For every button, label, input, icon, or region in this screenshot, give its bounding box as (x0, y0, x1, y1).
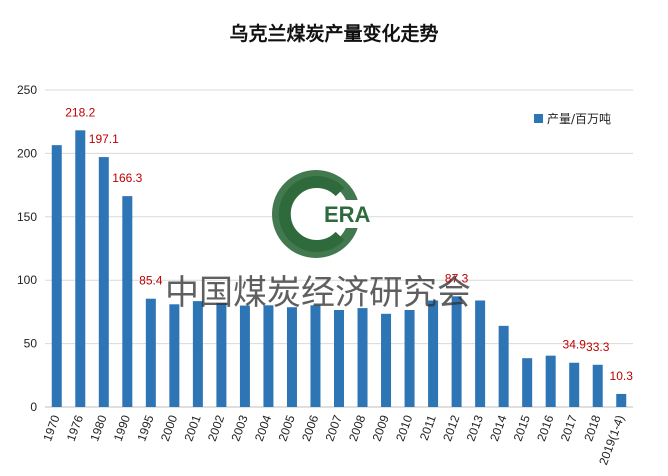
x-tick-label: 1990 (111, 413, 133, 443)
bar (334, 309, 344, 407)
x-tick-label: 2006 (299, 413, 321, 443)
x-tick-label: 2009 (370, 413, 392, 443)
x-axis: 1970 1976 1980 1990 1995 2000 2001 2002 2003 2004… (40, 413, 627, 467)
bar (98, 157, 109, 407)
bar (545, 355, 556, 407)
x-tick-label: 2017 (558, 413, 580, 443)
bar (145, 298, 156, 407)
y-tick-label: 200 (17, 146, 37, 160)
data-label: 10.3 (610, 369, 634, 383)
x-tick-label: 1995 (134, 413, 156, 443)
y-tick-label: 250 (17, 83, 37, 97)
data-labels: 218.2 197.1 166.3 85.4 87.3 34.9 33.3 10.3 (65, 105, 633, 383)
x-tick-label: 2001 (181, 413, 203, 443)
bar (428, 300, 439, 407)
bar (51, 145, 62, 407)
x-tick-label: 2014 (487, 413, 509, 443)
legend-swatch (534, 114, 543, 123)
era-logo: ERA (272, 170, 371, 258)
watermark: ERA 中国煤炭经济研究会 (165, 170, 471, 313)
x-tick-label: 2003 (228, 413, 250, 443)
x-tick-label: 2013 (464, 413, 486, 443)
x-tick-label: 2004 (252, 413, 274, 443)
data-label: 34.9 (563, 338, 587, 352)
chart-title: 乌克兰煤炭产量变化走势 (229, 22, 438, 45)
watermark-text: 中国煤炭经济研究会 (165, 273, 471, 313)
y-tick-label: 100 (17, 273, 37, 287)
x-tick-label: 2012 (440, 413, 462, 443)
bar (569, 362, 580, 407)
bar (522, 358, 533, 407)
x-tick-label: 2018 (581, 413, 603, 443)
bar (310, 305, 321, 407)
bar (616, 393, 627, 407)
x-tick-label: 2010 (393, 413, 415, 443)
x-tick-label: 2007 (323, 413, 345, 443)
bar (122, 196, 133, 407)
y-tick-label: 150 (17, 210, 37, 224)
x-tick-label: 1980 (87, 413, 109, 443)
x-tick-label: 1970 (40, 413, 62, 443)
data-label: 197.1 (89, 132, 119, 146)
data-label: 87.3 (445, 271, 469, 285)
legend: 产量/百万吨 (534, 112, 611, 126)
data-label: 218.2 (65, 105, 95, 119)
y-tick-label: 50 (24, 337, 38, 351)
bar (263, 305, 274, 407)
bar (75, 130, 86, 408)
bar (286, 307, 297, 407)
x-tick-label: 2011 (417, 413, 439, 442)
x-tick-label: 2008 (346, 413, 368, 443)
bar (216, 303, 227, 407)
bar (592, 364, 603, 407)
x-tick-label: 2005 (275, 413, 297, 443)
data-label: 33.3 (586, 340, 610, 354)
bar (381, 313, 392, 407)
data-label: 85.4 (139, 274, 163, 288)
bar (357, 308, 368, 407)
bar (192, 301, 203, 407)
x-tick-label: 2015 (511, 413, 533, 443)
legend-label: 产量/百万吨 (547, 112, 611, 126)
bar (169, 304, 180, 407)
y-tick-label: 0 (30, 400, 37, 414)
bar (451, 296, 462, 407)
bar (475, 300, 486, 407)
y-axis: 0 50 100 150 200 250 (17, 83, 633, 414)
bar (404, 309, 415, 407)
logo-text: ERA (324, 202, 371, 227)
bars (51, 130, 627, 408)
data-label: 166.3 (112, 171, 142, 185)
x-tick-label: 1976 (64, 413, 86, 443)
bar (239, 305, 250, 407)
bar (498, 325, 509, 407)
x-tick-label: 2016 (534, 413, 556, 443)
x-tick-label: 2000 (158, 413, 180, 443)
x-tick-label: 2002 (205, 413, 227, 443)
